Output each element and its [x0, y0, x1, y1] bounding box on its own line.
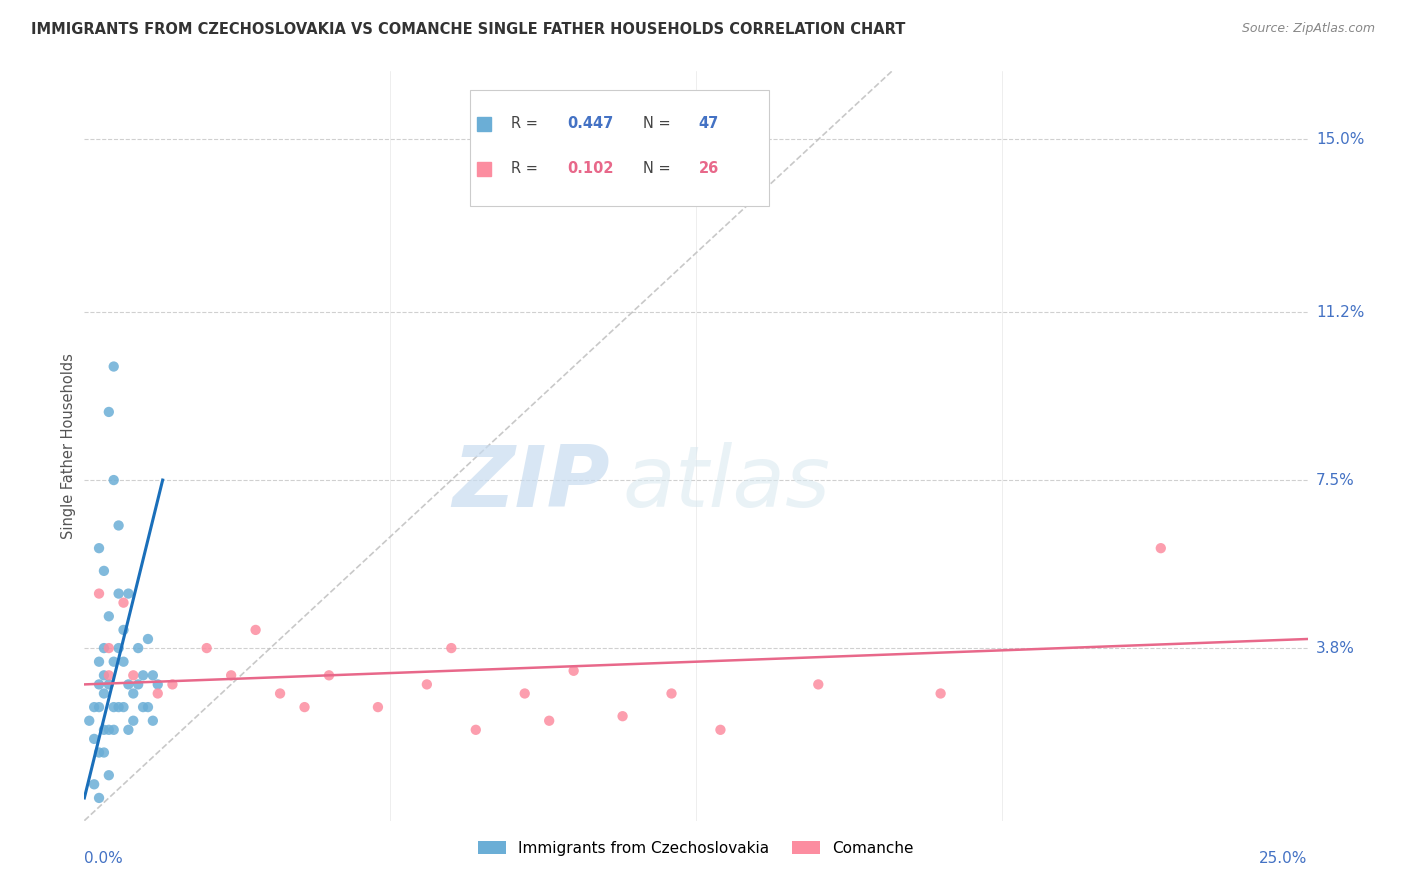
Point — [269, 686, 291, 700]
Point — [93, 746, 115, 760]
Point — [97, 677, 120, 691]
Point — [464, 723, 486, 737]
Point — [122, 714, 145, 728]
Point — [77, 714, 100, 728]
Point — [562, 664, 585, 678]
Text: 7.5%: 7.5% — [1316, 473, 1354, 488]
Point — [112, 655, 135, 669]
Point — [83, 777, 105, 791]
Point — [440, 641, 463, 656]
Point — [107, 641, 129, 656]
Point — [513, 686, 536, 700]
Point — [117, 677, 139, 691]
Point — [807, 677, 830, 691]
Text: ZIP: ZIP — [453, 442, 610, 525]
Point — [87, 746, 110, 760]
Text: 26: 26 — [699, 161, 718, 177]
Point — [93, 641, 115, 656]
Point — [1150, 541, 1173, 556]
Point — [93, 668, 115, 682]
Point — [107, 700, 129, 714]
Point — [103, 359, 125, 374]
Point — [97, 641, 120, 656]
Point — [103, 655, 125, 669]
Text: R =: R = — [512, 161, 543, 177]
Point — [318, 668, 340, 682]
Legend: Immigrants from Czechoslovakia, Comanche: Immigrants from Czechoslovakia, Comanche — [472, 834, 920, 862]
Point — [97, 609, 120, 624]
Text: atlas: atlas — [623, 442, 831, 525]
Point — [142, 714, 165, 728]
Y-axis label: Single Father Households: Single Father Households — [60, 353, 76, 539]
Point — [97, 768, 120, 782]
Point — [661, 686, 683, 700]
Point — [117, 723, 139, 737]
Text: 11.2%: 11.2% — [1316, 304, 1364, 319]
Text: 0.447: 0.447 — [568, 116, 614, 131]
Point — [107, 586, 129, 600]
Text: N =: N = — [644, 116, 676, 131]
Point — [93, 686, 115, 700]
Point — [294, 700, 316, 714]
Point — [245, 623, 267, 637]
Point — [416, 677, 439, 691]
Text: 47: 47 — [699, 116, 718, 131]
Point — [97, 723, 120, 737]
Point — [103, 723, 125, 737]
Text: IMMIGRANTS FROM CZECHOSLOVAKIA VS COMANCHE SINGLE FATHER HOUSEHOLDS CORRELATION : IMMIGRANTS FROM CZECHOSLOVAKIA VS COMANC… — [31, 22, 905, 37]
Point — [367, 700, 389, 714]
Point — [162, 677, 184, 691]
Point — [97, 668, 120, 682]
FancyBboxPatch shape — [470, 90, 769, 206]
Point — [107, 518, 129, 533]
Point — [83, 731, 105, 746]
Point — [219, 668, 242, 682]
Point — [136, 632, 159, 646]
Point — [112, 700, 135, 714]
Point — [93, 723, 115, 737]
Text: 3.8%: 3.8% — [1316, 640, 1355, 656]
Point — [146, 686, 169, 700]
Point — [83, 700, 105, 714]
Text: 0.0%: 0.0% — [84, 851, 124, 866]
Point — [117, 586, 139, 600]
Point — [103, 700, 125, 714]
Point — [132, 668, 155, 682]
Point — [122, 686, 145, 700]
Point — [709, 723, 731, 737]
Text: R =: R = — [512, 116, 543, 131]
Point — [146, 677, 169, 691]
Text: N =: N = — [644, 161, 676, 177]
Point — [112, 596, 135, 610]
Point — [142, 668, 165, 682]
Point — [136, 700, 159, 714]
Point — [87, 700, 110, 714]
Point — [929, 686, 952, 700]
Point — [87, 586, 110, 600]
Text: 0.102: 0.102 — [568, 161, 614, 177]
Point — [127, 641, 149, 656]
Point — [103, 473, 125, 487]
Point — [87, 677, 110, 691]
Point — [93, 564, 115, 578]
Text: 15.0%: 15.0% — [1316, 132, 1364, 147]
Point — [122, 668, 145, 682]
Point — [112, 623, 135, 637]
Point — [87, 541, 110, 556]
Point — [195, 641, 218, 656]
Point — [612, 709, 634, 723]
Point — [538, 714, 561, 728]
Point — [87, 791, 110, 805]
Point — [132, 700, 155, 714]
Point — [97, 405, 120, 419]
Point — [87, 655, 110, 669]
Text: 25.0%: 25.0% — [1260, 851, 1308, 866]
Point — [127, 677, 149, 691]
Text: Source: ZipAtlas.com: Source: ZipAtlas.com — [1241, 22, 1375, 36]
